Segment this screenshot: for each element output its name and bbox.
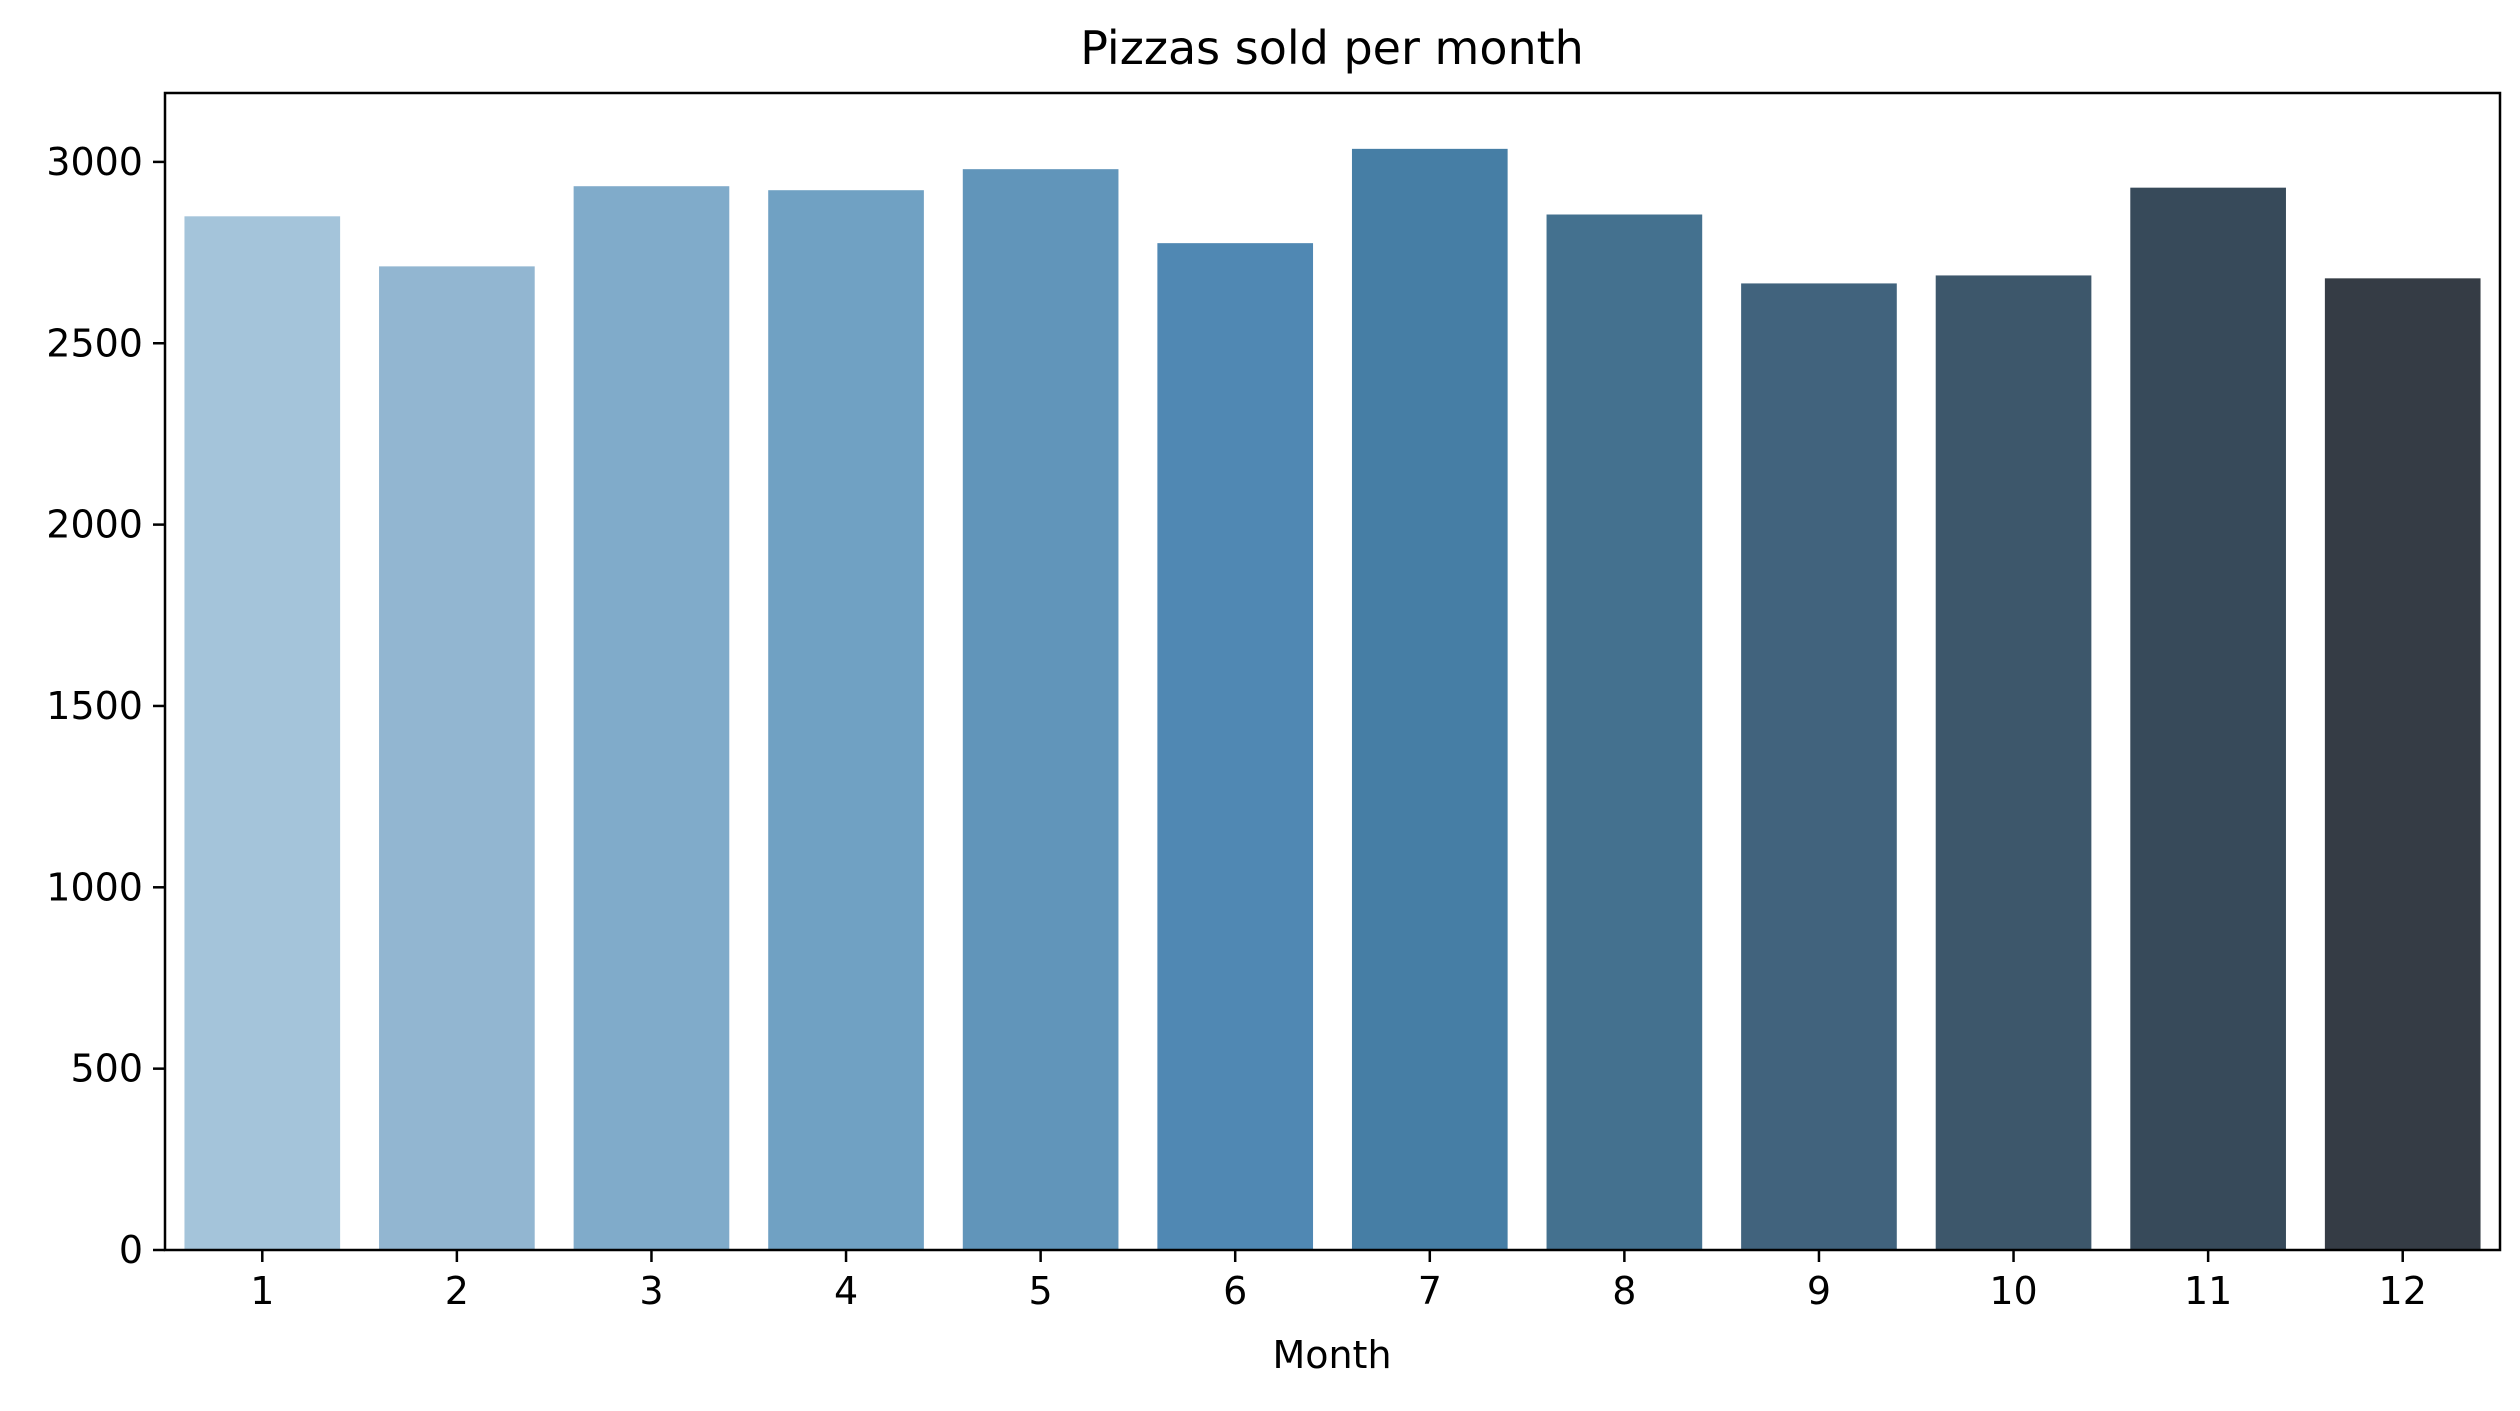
- x-tick-label: 4: [834, 1269, 858, 1313]
- x-tick-label: 10: [1989, 1269, 2037, 1313]
- x-tick-label: 1: [250, 1269, 274, 1313]
- x-tick-label: 6: [1223, 1269, 1247, 1313]
- x-tick-label: 9: [1807, 1269, 1831, 1313]
- x-axis-label: Month: [1272, 1333, 1391, 1377]
- bar-month-3: [573, 186, 730, 1250]
- y-tick-label: 500: [70, 1047, 143, 1091]
- bar-month-11: [2130, 187, 2286, 1251]
- bars-layer: [184, 148, 2481, 1251]
- y-axis: 0 500 1000 1500 2000 2500 3000: [46, 140, 165, 1272]
- bar-month-7: [1351, 148, 1508, 1250]
- bar-month-2: [379, 266, 535, 1250]
- y-tick-label: 2000: [46, 503, 143, 547]
- x-axis: 1 2 3 4 5 6 7 8 9 10 11 12: [250, 1250, 2427, 1313]
- x-tick-label: 8: [1612, 1269, 1636, 1313]
- chart-title: Pizzas sold per month: [1080, 21, 1584, 75]
- y-tick-label: 1500: [46, 684, 143, 728]
- x-tick-label: 5: [1029, 1269, 1053, 1313]
- bar-month-1: [184, 216, 341, 1250]
- y-tick-label: 3000: [46, 140, 143, 184]
- bar-month-4: [768, 190, 924, 1250]
- x-tick-label: 3: [639, 1269, 663, 1313]
- x-tick-label: 11: [2184, 1269, 2232, 1313]
- bar-month-5: [962, 169, 1119, 1250]
- bar-month-12: [2324, 278, 2481, 1250]
- x-tick-label: 2: [445, 1269, 469, 1313]
- bar-month-6: [1157, 243, 1314, 1250]
- y-tick-label: 1000: [46, 865, 143, 909]
- bar-month-9: [1741, 283, 1897, 1250]
- bar-month-10: [1935, 275, 2092, 1250]
- x-tick-label: 12: [2379, 1269, 2427, 1313]
- x-tick-label: 7: [1418, 1269, 1442, 1313]
- y-tick-label: 2500: [46, 321, 143, 365]
- y-tick-label: 0: [119, 1228, 143, 1272]
- plot-frame: [163, 91, 2502, 1252]
- bar-month-8: [1546, 214, 1703, 1250]
